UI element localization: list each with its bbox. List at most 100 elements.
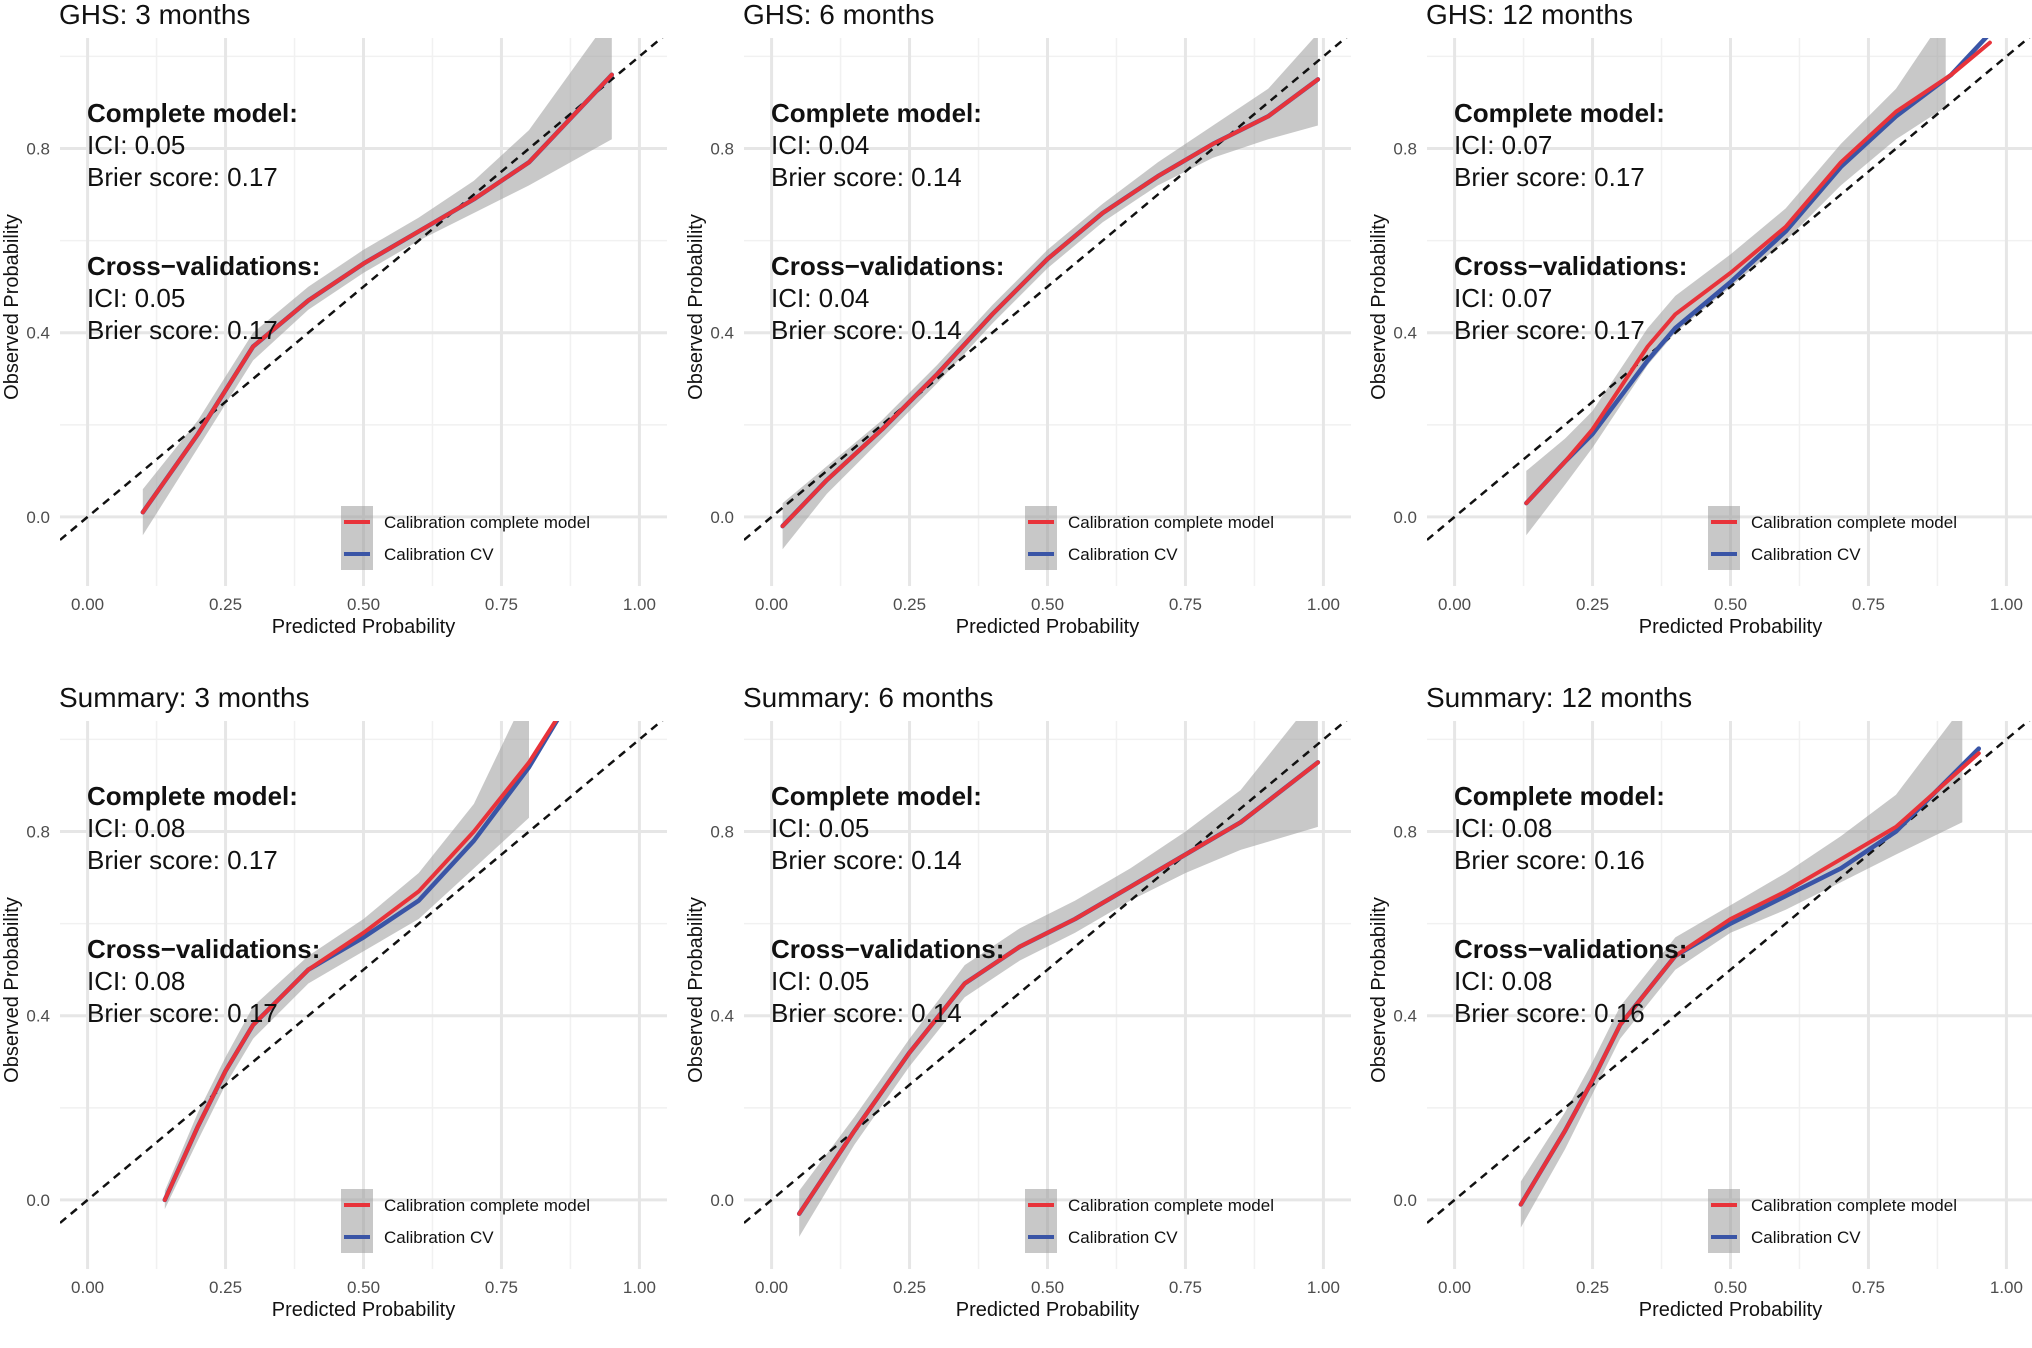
legend-label: Calibration complete model	[384, 1196, 590, 1215]
x-tick-label: 1.00	[1307, 595, 1340, 614]
reference-diagonal-line	[60, 38, 664, 541]
x-tick-label: 0.75	[1852, 1278, 1885, 1297]
legend: Calibration complete model Calibration CV	[341, 1189, 590, 1253]
legend-label: Calibration CV	[384, 1228, 494, 1247]
annotation-cv-heading: Cross−validations:	[87, 934, 320, 964]
x-tick-label: 0.00	[1438, 595, 1471, 614]
plot-area	[1427, 38, 2031, 541]
x-tick-label: 0.50	[347, 595, 380, 614]
annotation-cv-brier: Brier score: 0.17	[87, 315, 278, 345]
panel-title: GHS: 3 months	[59, 0, 250, 30]
plot-area	[1427, 721, 2031, 1228]
annotation-complete-ici: ICI: 0.08	[1454, 813, 1552, 843]
annotation-cv-brier: Brier score: 0.14	[771, 315, 962, 345]
y-tick-label: 0.0	[26, 1191, 50, 1210]
annotation-cv-brier: Brier score: 0.17	[87, 998, 278, 1028]
complete-model-calibration-line	[780, 77, 1320, 529]
legend: Calibration complete model Calibration CV	[1708, 506, 1957, 570]
annotation-cv-brier: Brier score: 0.17	[1454, 315, 1645, 345]
x-axis-label: Predicted Probability	[1639, 1299, 1822, 1321]
x-tick-label: 0.50	[347, 1278, 380, 1297]
x-tick-label: 0.75	[1169, 1278, 1202, 1297]
y-tick-label: 0.8	[26, 140, 50, 159]
confidence-ribbon	[1520, 721, 1963, 1228]
x-tick-label: 0.25	[1576, 595, 1609, 614]
annotation-complete-heading: Complete model:	[771, 781, 982, 811]
x-tick-label: 0.75	[1169, 595, 1202, 614]
complete-model-calibration-line	[140, 72, 614, 515]
annotation-cv-ici: ICI: 0.08	[1454, 966, 1552, 996]
x-axis-label: Predicted Probability	[956, 616, 1139, 638]
annotation-cv-brier: Brier score: 0.14	[771, 998, 962, 1028]
annotation-cv-ici: ICI: 0.07	[1454, 283, 1552, 313]
x-tick-label: 0.50	[1031, 595, 1064, 614]
annotation-cv-heading: Cross−validations:	[1454, 251, 1687, 281]
y-tick-label: 0.8	[710, 823, 734, 842]
annotation-cv-brier: Brier score: 0.16	[1454, 998, 1645, 1028]
x-tick-label: 0.25	[209, 1278, 242, 1297]
x-tick-label: 0.75	[485, 595, 518, 614]
reference-diagonal-line	[1427, 721, 2031, 1224]
y-tick-label: 0.4	[1393, 324, 1417, 343]
annotation-complete-brier: Brier score: 0.17	[87, 845, 278, 875]
panel-2: GHS: 6 months 0.00 0.25 0.50 0.75 1.00 0.0 0.4 0…	[685, 0, 1351, 638]
y-axis-label: Observed Probability	[1, 214, 23, 400]
panel-1: GHS: 3 months 0.00 0.25 0.50 0.75 1.00 0.0 0.4 0…	[1, 0, 667, 638]
confidence-ribbon	[799, 721, 1318, 1237]
x-tick-label: 1.00	[623, 1278, 656, 1297]
y-axis-label: Observed Probability	[685, 214, 707, 400]
panel-4: Summary: 3 months 0.00 0.25 0.50 0.75 1.00 0.0…	[1, 682, 667, 1321]
y-tick-label: 0.0	[1393, 508, 1417, 527]
plot-area	[60, 721, 664, 1224]
x-tick-label: 0.25	[1576, 1278, 1609, 1297]
x-tick-label: 0.50	[1714, 1278, 1747, 1297]
panel-5: Summary: 6 months 0.00 0.25 0.50 0.75 1.00 0.0…	[685, 682, 1351, 1321]
y-tick-label: 0.4	[26, 1007, 50, 1026]
reference-diagonal-line	[1427, 38, 2031, 541]
y-tick-label: 0.8	[710, 140, 734, 159]
x-tick-label: 1.00	[623, 595, 656, 614]
y-axis-label: Observed Probability	[1, 897, 23, 1083]
x-tick-label: 0.00	[71, 595, 104, 614]
reference-diagonal-line	[60, 721, 664, 1224]
y-tick-label: 0.0	[1393, 1191, 1417, 1210]
panel-3: GHS: 12 months 0.00 0.25 0.50 0.75 1.00 0.0 0.4…	[1368, 0, 2032, 638]
plot-area	[60, 38, 664, 541]
annotation-complete-heading: Complete model:	[1454, 781, 1665, 811]
x-axis-label: Predicted Probability	[272, 616, 455, 638]
annotation-complete-brier: Brier score: 0.14	[771, 845, 962, 875]
x-tick-label: 0.75	[485, 1278, 518, 1297]
annotation-cv-heading: Cross−validations:	[771, 934, 1004, 964]
legend-label: Calibration complete model	[384, 513, 590, 532]
complete-model-calibration-line	[797, 760, 1320, 1216]
legend-label: Calibration CV	[1068, 545, 1178, 564]
y-tick-label: 0.8	[1393, 140, 1417, 159]
reference-diagonal-line	[744, 38, 1348, 541]
x-tick-label: 0.50	[1031, 1278, 1064, 1297]
annotation-complete-ici: ICI: 0.05	[87, 130, 185, 160]
annotation-complete-ici: ICI: 0.07	[1454, 130, 1552, 160]
panel-6: Summary: 12 months 0.00 0.25 0.50 0.75 1.00 0.…	[1368, 682, 2032, 1321]
annotation-complete-heading: Complete model:	[1454, 98, 1665, 128]
x-tick-label: 1.00	[1990, 1278, 2023, 1297]
annotation-cv-heading: Cross−validations:	[771, 251, 1004, 281]
y-tick-label: 0.4	[1393, 1007, 1417, 1026]
annotation-complete-ici: ICI: 0.04	[771, 130, 869, 160]
panel-title: Summary: 12 months	[1426, 682, 1692, 713]
legend-label: Calibration complete model	[1068, 513, 1274, 532]
annotation-cv-ici: ICI: 0.04	[771, 283, 869, 313]
x-axis-label: Predicted Probability	[1639, 616, 1822, 638]
x-tick-label: 0.25	[893, 1278, 926, 1297]
annotation-complete-ici: ICI: 0.05	[771, 813, 869, 843]
panel-title: GHS: 6 months	[743, 0, 934, 30]
annotation-cv-ici: ICI: 0.05	[87, 283, 185, 313]
complete-model-calibration-line	[1518, 751, 1981, 1207]
y-axis-label: Observed Probability	[1368, 897, 1390, 1083]
cv-calibration-line	[1524, 38, 1989, 506]
x-tick-label: 0.75	[1852, 595, 1885, 614]
annotation-cv-heading: Cross−validations:	[87, 251, 320, 281]
y-tick-label: 0.8	[26, 823, 50, 842]
reference-diagonal-line	[744, 721, 1348, 1224]
annotation-complete-heading: Complete model:	[87, 781, 298, 811]
